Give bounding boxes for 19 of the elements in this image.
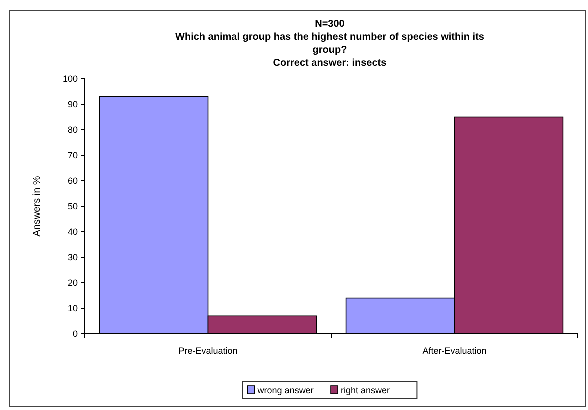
y-tick-label: 10	[68, 304, 78, 314]
y-tick-label: 30	[68, 252, 78, 263]
y-tick-label: 90	[68, 100, 78, 110]
y-tick-label: 100	[62, 74, 78, 84]
y-tick-label: 60	[68, 176, 78, 186]
y-tick-label: 0	[72, 329, 78, 340]
y-tick-label: 70	[68, 150, 78, 161]
text: Correct answer: insects	[273, 58, 388, 69]
y-tick-label: 40	[68, 227, 78, 238]
y-axis-title: Answers in %	[32, 176, 43, 237]
chart-title: N=300	[315, 19, 346, 30]
x-tick-label: Pre-Evaluation	[178, 346, 238, 356]
y-tick-label: 50	[68, 202, 78, 212]
y-tick-label: 80	[68, 125, 78, 136]
x-tick-label: After-Evaluation	[422, 346, 487, 356]
y-tick-label: 20	[68, 278, 78, 288]
legend-label: wrong answer	[256, 386, 314, 396]
legend-label: right answer	[341, 386, 390, 396]
chart-subtitle: Which animal group has the highest number of species within its group?	[176, 32, 485, 56]
